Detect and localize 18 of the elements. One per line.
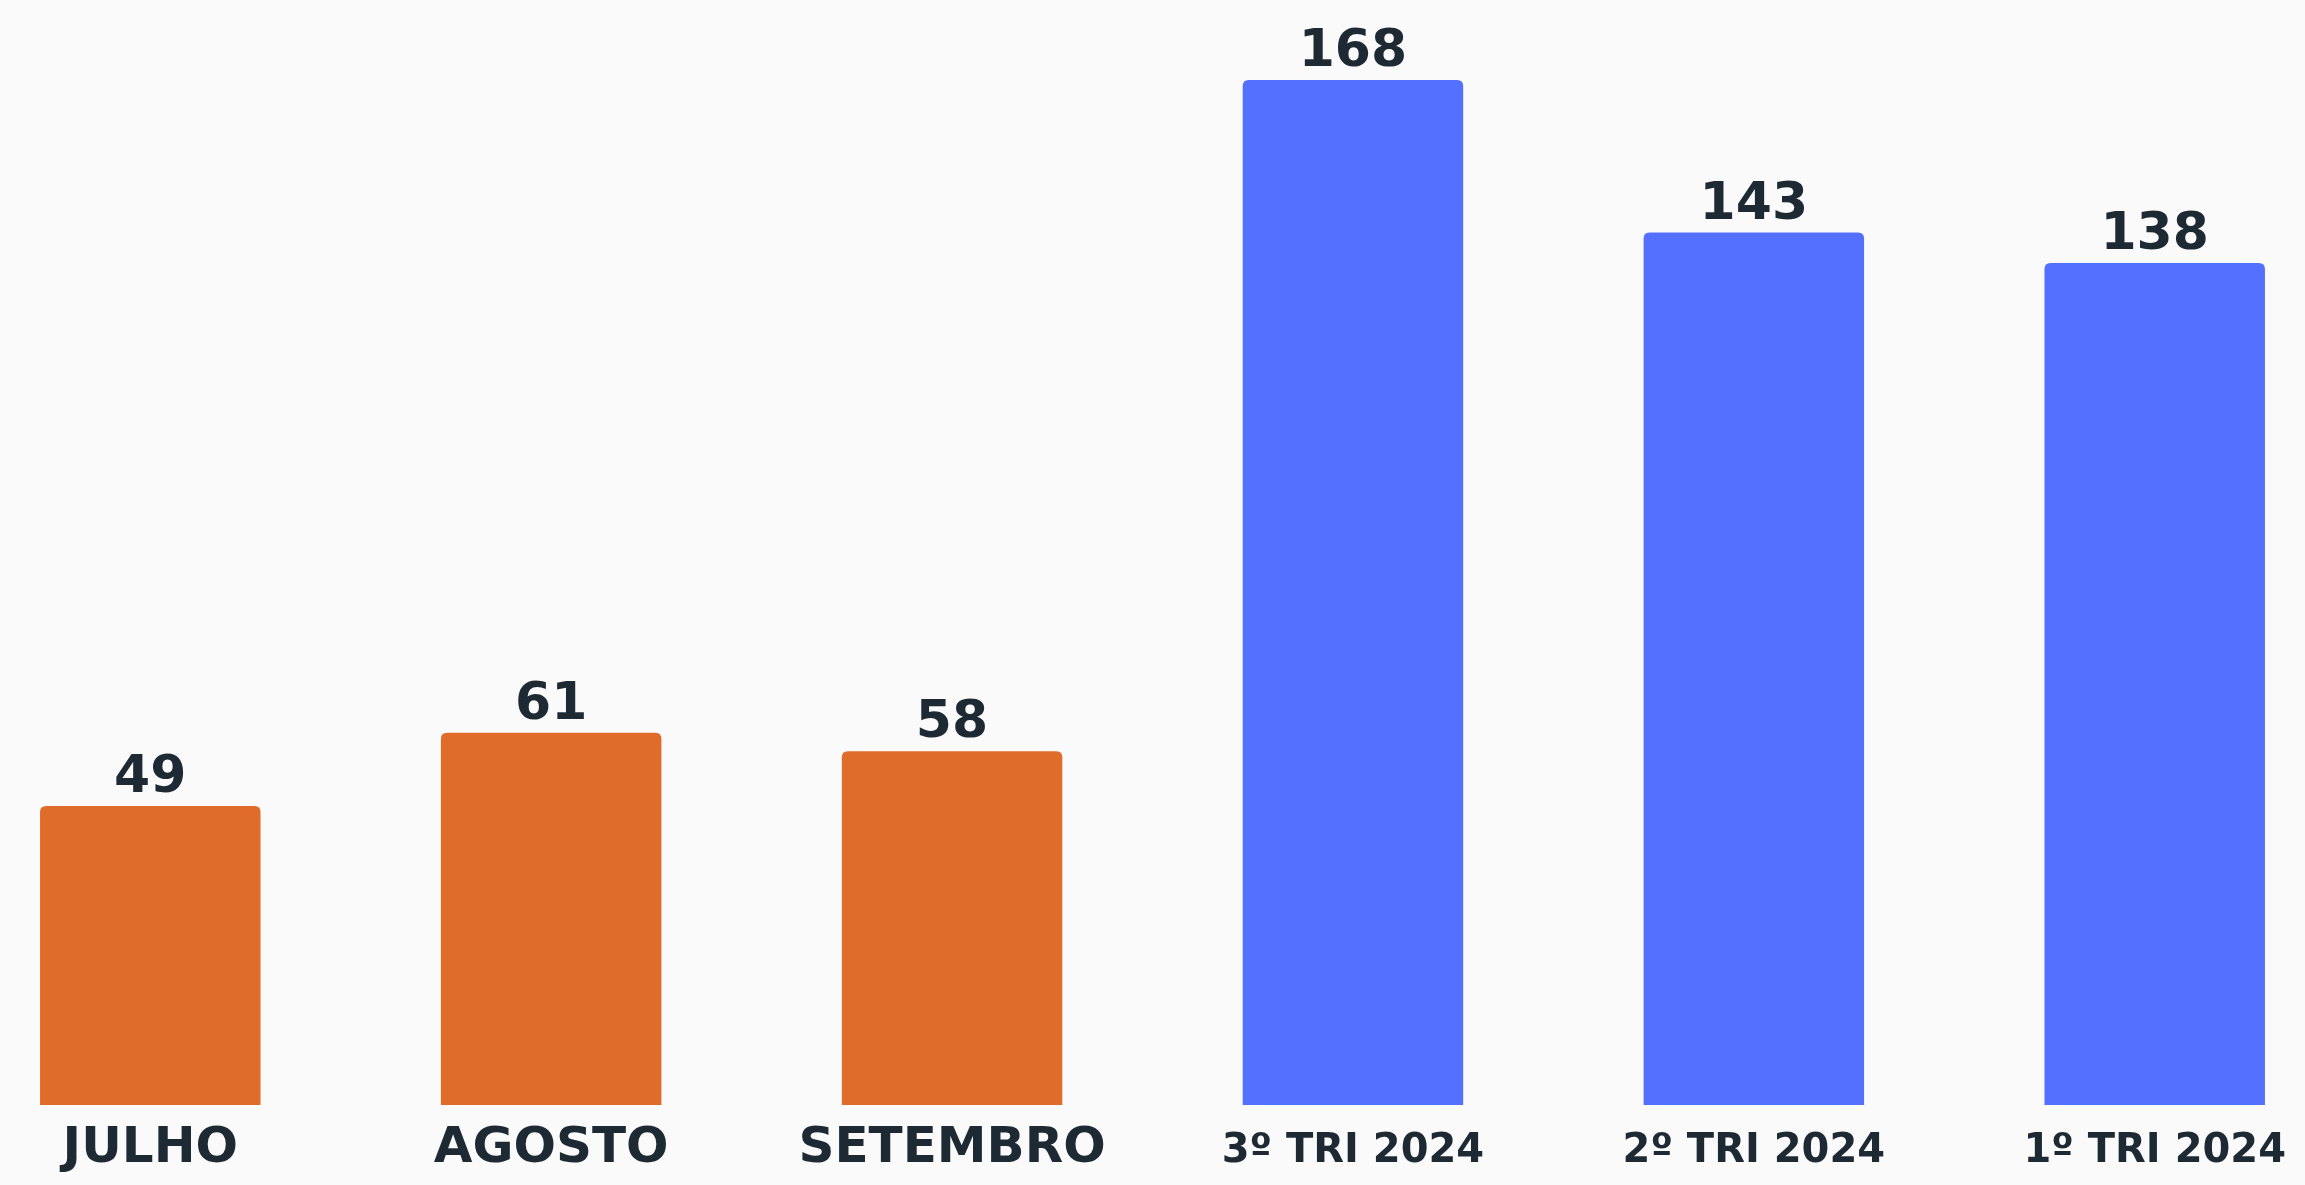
bar	[440, 732, 662, 1105]
data-label: 49	[114, 744, 187, 805]
x-tick-label: AGOSTO	[433, 1116, 669, 1174]
data-label: 61	[514, 670, 588, 731]
data-label: 143	[1699, 170, 1809, 231]
x-tick-label: SETEMBRO	[798, 1116, 1106, 1174]
data-label: 58	[915, 689, 989, 750]
bar	[40, 806, 261, 1105]
x-tick-label: 2º TRI 2024	[1622, 1125, 1886, 1171]
bar	[2044, 263, 2265, 1105]
x-tick-label: 1º TRI 2024	[2023, 1125, 2286, 1171]
bar	[1643, 232, 1865, 1105]
x-tick-label: 3º TRI 2024	[1221, 1125, 1485, 1171]
x-tick-label: JULHO	[59, 1116, 238, 1174]
bar	[1242, 80, 1464, 1105]
bar	[841, 751, 1063, 1105]
data-label: 168	[1298, 18, 1408, 78]
data-label: 138	[2100, 201, 2209, 262]
